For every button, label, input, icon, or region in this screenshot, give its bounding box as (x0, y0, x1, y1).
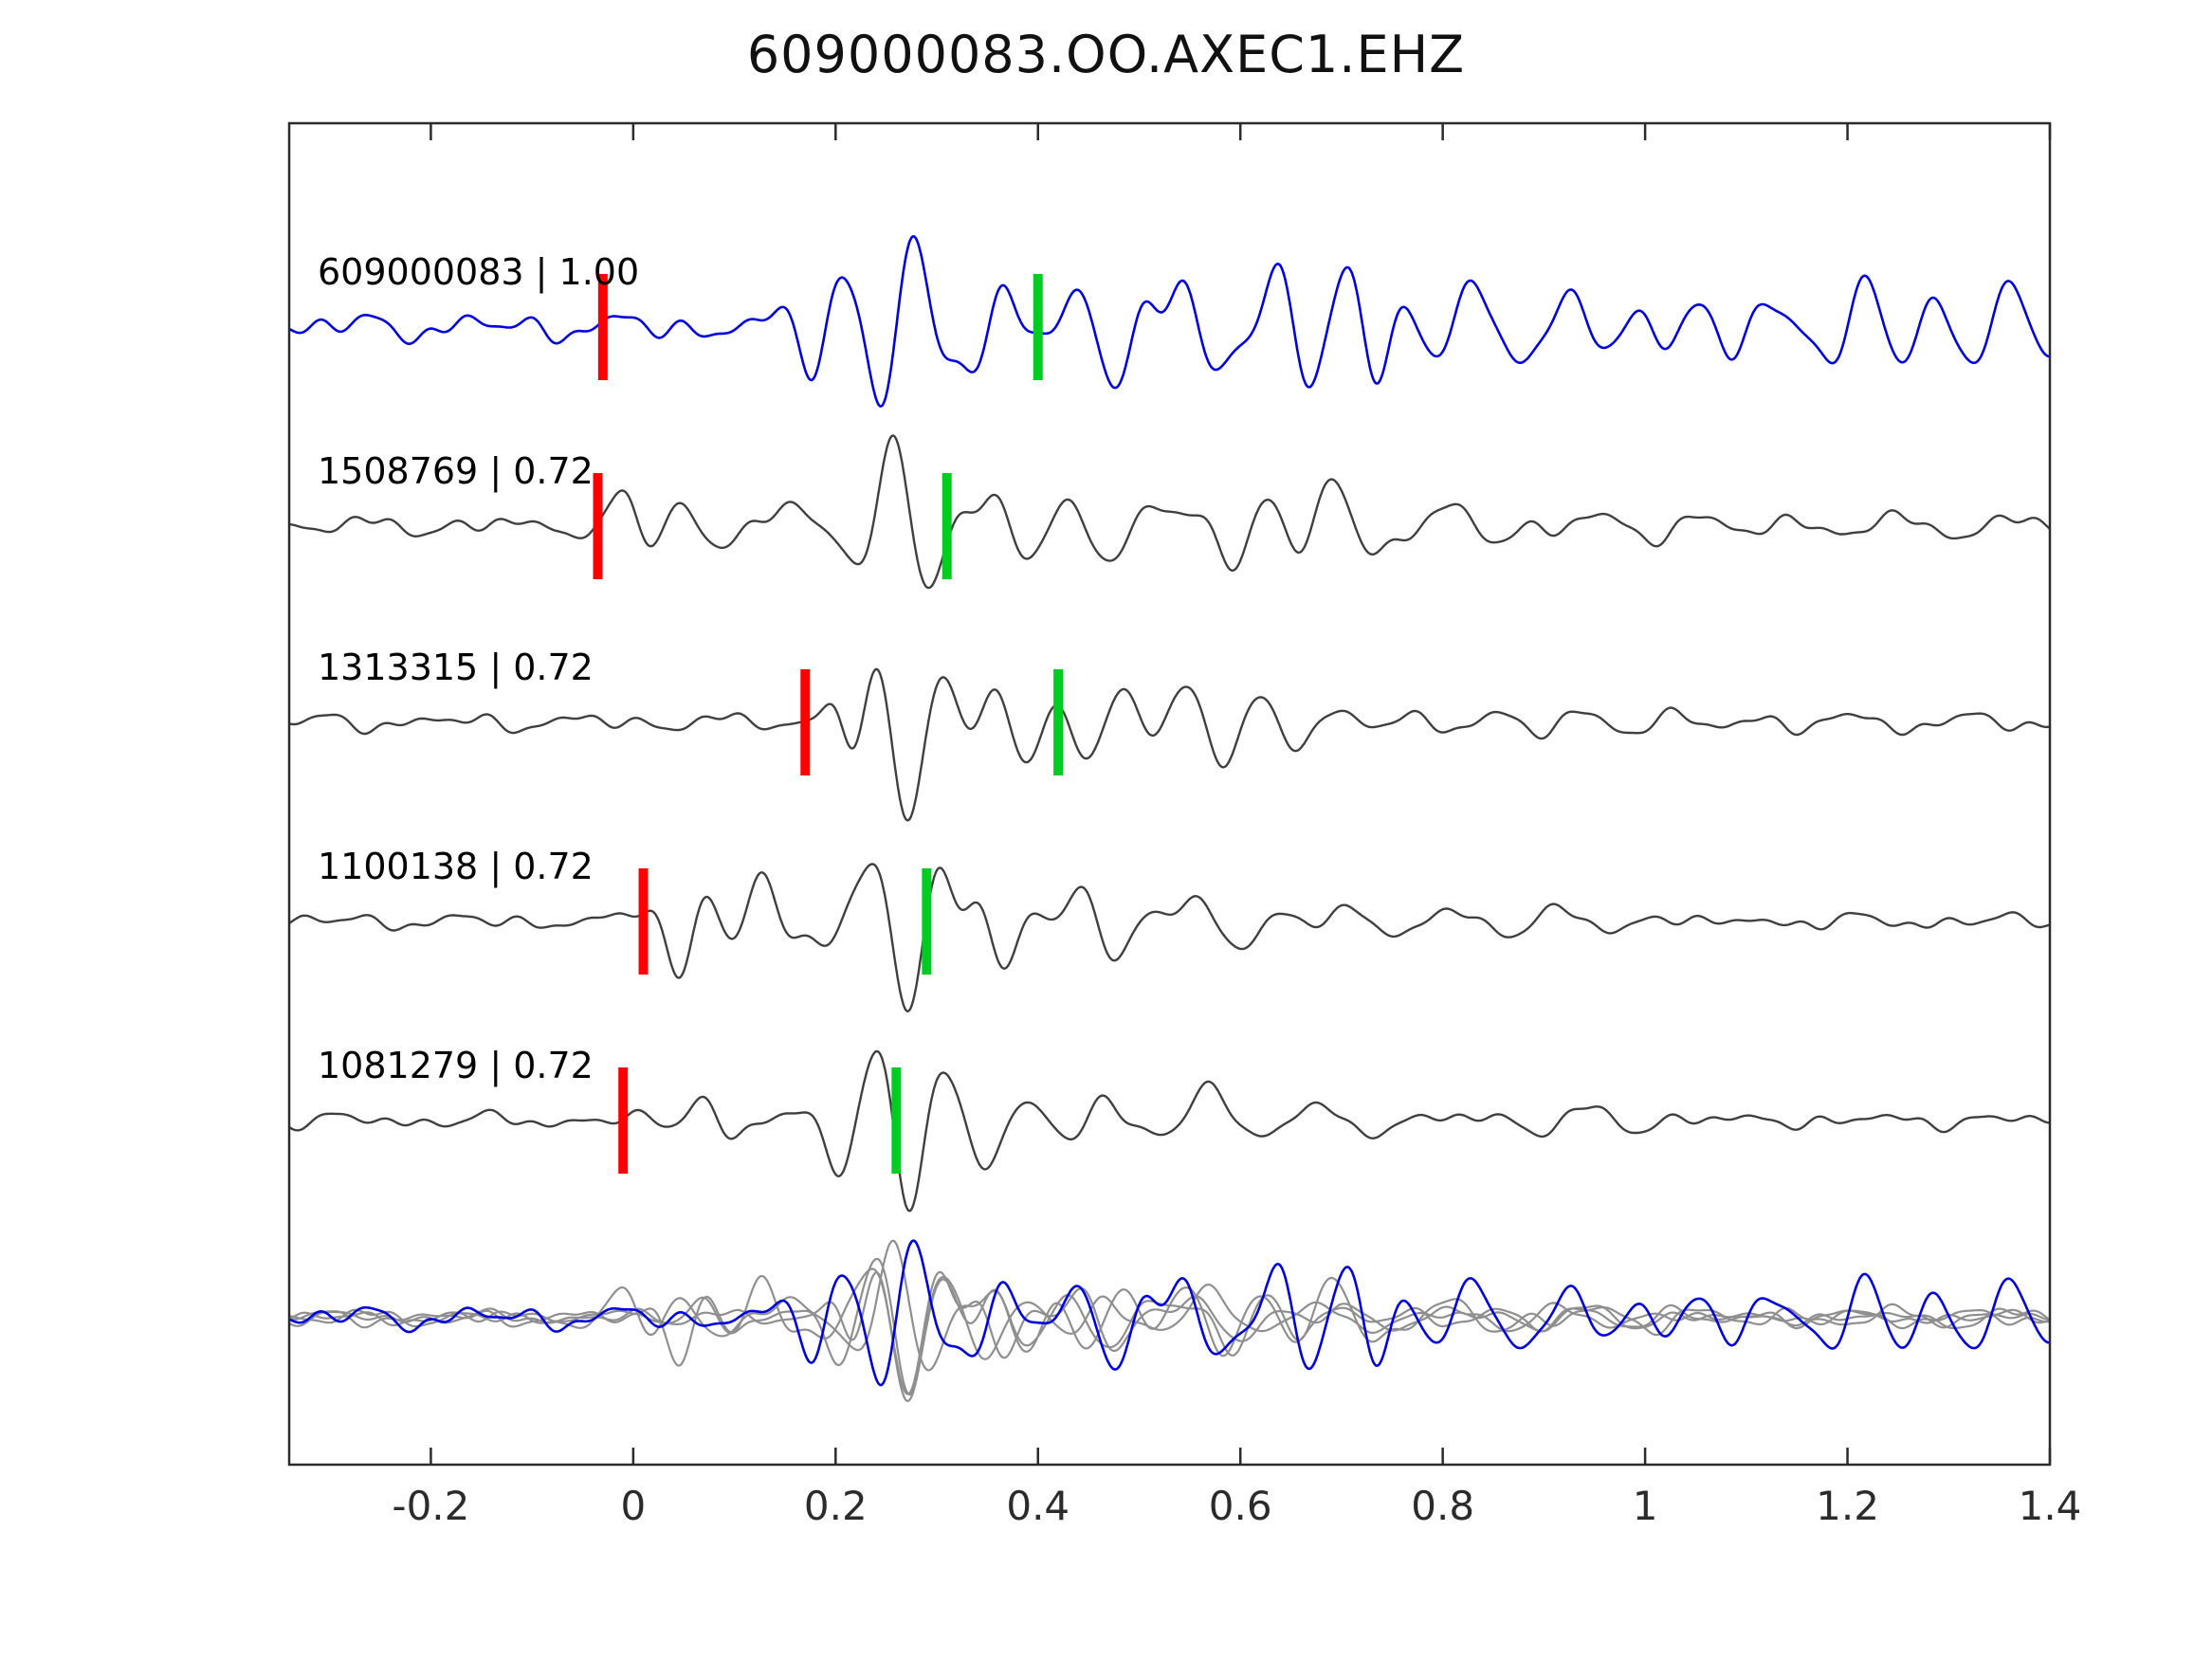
overlay-waveform-609000083 (288, 1239, 2051, 1387)
x-tick-label: -0.2 (392, 1483, 469, 1529)
plot-border (287, 121, 2052, 1467)
trace-waveform-1081279 (288, 1049, 2051, 1212)
trace-label-1100138: 1100138 | 0.72 (318, 846, 594, 888)
figure-title: 609000083.OO.AXEC1.EHZ (746, 25, 1466, 84)
overlay-waveform-1081279 (288, 1257, 2050, 1396)
x-tick-label: 1 (1633, 1483, 1658, 1529)
trace-label-1508769: 1508769 | 0.72 (318, 450, 594, 493)
x-tick-label: 0.6 (1209, 1483, 1272, 1529)
x-tick-label: 1.2 (1816, 1483, 1879, 1529)
overlay-waveform-1313315 (288, 1271, 2051, 1402)
x-tick-label: 0.8 (1411, 1483, 1474, 1529)
trace-waveform-609000083 (288, 235, 2051, 408)
trace-label-1313315: 1313315 | 0.72 (318, 647, 594, 689)
trace-waveform-1313315 (288, 667, 2051, 822)
x-tick-label: 0.2 (804, 1483, 868, 1529)
overlay-waveform-1100138 (288, 1267, 2051, 1395)
trace-waveform-1100138 (288, 863, 2051, 1012)
trace-waveform-1508769 (289, 434, 2051, 590)
trace-label-1081279: 1081279 | 0.72 (318, 1045, 594, 1087)
x-tick-label: 1.4 (2019, 1483, 2082, 1529)
trace-label-609000083: 609000083 | 1.00 (318, 251, 639, 294)
x-tick-label: 0 (620, 1483, 646, 1529)
x-tick-label: 0.4 (1006, 1483, 1069, 1529)
